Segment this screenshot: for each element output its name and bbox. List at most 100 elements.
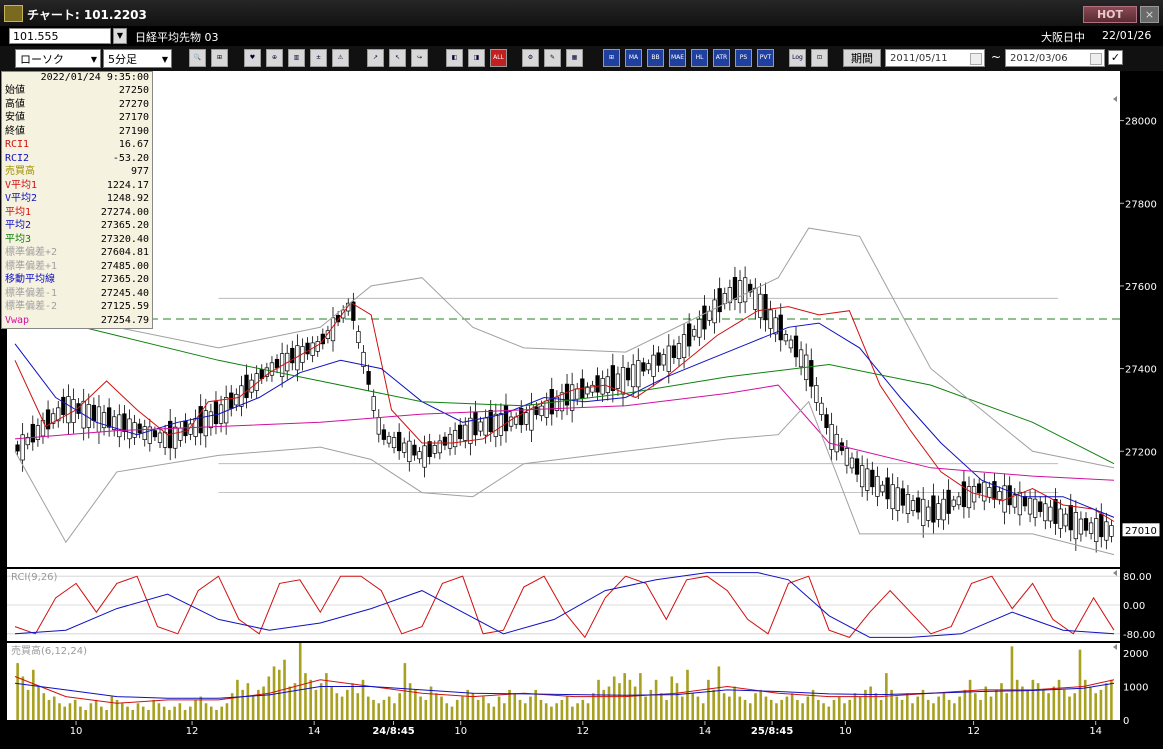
toolbar-button[interactable]: ▦ <box>566 49 583 67</box>
toolbar-button[interactable]: ↖ <box>389 49 406 67</box>
candle-body <box>402 442 407 453</box>
volume-avg-V平均1 <box>14 676 1115 704</box>
toolbar-button[interactable]: Log <box>789 49 806 67</box>
volume-bar <box>434 693 438 720</box>
toolbar-button[interactable]: ⚠ <box>332 49 349 67</box>
info-row: V平均2 1248.92 <box>2 192 152 206</box>
volume-bar <box>220 706 224 720</box>
toolbar-button[interactable]: ALL <box>490 49 507 67</box>
candle-body <box>488 409 493 433</box>
toolbar-button[interactable]: ▥ <box>288 49 305 67</box>
candle-body <box>127 418 132 440</box>
candle-body <box>91 404 97 421</box>
volume-bar <box>251 696 255 720</box>
window-title: チャート: 101.2203 <box>27 8 147 22</box>
toolbar-button[interactable]: ↗ <box>367 49 384 67</box>
candle-body <box>814 385 819 403</box>
toolbar-button[interactable]: ± <box>310 49 327 67</box>
info-row: 標準偏差-1 27245.40 <box>2 287 152 301</box>
toolbar-button[interactable]: ⚙ <box>522 49 539 67</box>
toolbar-button[interactable]: BB <box>647 49 664 67</box>
close-button[interactable]: × <box>1140 6 1159 23</box>
toolbar-button[interactable]: HL <box>691 49 708 67</box>
info-value: 1224.17 <box>106 179 149 191</box>
volume-avg-V平均2 <box>14 682 1115 699</box>
toolbar-button[interactable]: PVT <box>757 49 774 67</box>
volume-bar <box>921 689 925 720</box>
volume-bar <box>754 693 757 720</box>
code-input[interactable]: 101.555 <box>9 28 111 44</box>
candle-body <box>844 448 850 466</box>
toolbar-button[interactable]: ◨ <box>468 49 485 67</box>
code-dropdown-button[interactable]: ▼ <box>113 28 127 44</box>
volume-bar <box>654 679 658 720</box>
chart-area[interactable]: 27200 27400 27600 27800 28000 27010 80.00 0.00 -… <box>0 71 1163 740</box>
toolbar-button[interactable]: MAE <box>669 49 686 67</box>
volume-bar <box>1078 649 1082 720</box>
volume-bar <box>618 683 621 720</box>
candle-body <box>768 309 773 329</box>
candle-body <box>117 414 122 438</box>
candle-body <box>244 374 249 399</box>
interval-select[interactable]: 5分足 ▼ <box>103 49 172 68</box>
toolbar-button[interactable]: ⊞ <box>211 49 228 67</box>
toolbar-button[interactable]: ◧ <box>446 49 463 67</box>
info-row: 安値 27170 <box>2 111 152 125</box>
volume-title: 売買高(6,12,24) <box>11 644 87 657</box>
volume-bar <box>63 706 67 720</box>
calendar-icon[interactable] <box>1090 53 1102 65</box>
candle-body <box>1104 521 1109 541</box>
toolbar-button[interactable]: MA <box>625 49 642 67</box>
toolbar-button[interactable]: 🔍 <box>189 49 206 67</box>
info-timestamp: 2022/01/24 9:35:00 <box>40 72 149 83</box>
toolbar-button[interactable]: ↪ <box>411 49 428 67</box>
volume-bar <box>58 703 61 720</box>
volume-bar <box>105 709 108 720</box>
rci-line-RCI2 <box>14 572 1115 638</box>
chart-type-select[interactable]: ローソク ▼ <box>15 49 101 68</box>
candle-body <box>96 406 102 433</box>
candle-body <box>229 392 234 409</box>
info-label: 終値 <box>5 125 25 137</box>
volume-bar <box>947 699 951 720</box>
volume-bar <box>550 706 553 720</box>
volume-bar <box>848 699 852 720</box>
date-from-field[interactable]: 2011/05/11 <box>885 49 985 67</box>
range-checkbox[interactable]: ✓ <box>1108 50 1123 65</box>
volume-bar <box>204 703 208 720</box>
info-label: 平均3 <box>5 233 32 245</box>
toolbar-button[interactable]: ♥ <box>244 49 261 67</box>
candle-body <box>865 468 870 491</box>
volume-bar <box>1099 689 1103 720</box>
toolbar-button[interactable]: ⊕ <box>266 49 283 67</box>
calendar-icon[interactable] <box>970 53 982 65</box>
volume-bar <box>152 699 155 720</box>
candle-body <box>931 495 936 523</box>
hot-button[interactable]: HOT <box>1083 6 1137 23</box>
candle-body <box>483 417 488 436</box>
candle-body <box>264 367 270 377</box>
info-row: 平均3 27320.40 <box>2 233 152 247</box>
volume-bar <box>748 703 752 720</box>
candle-body <box>692 329 697 337</box>
date-to-field[interactable]: 2012/03/06 <box>1005 49 1105 67</box>
volume-bar <box>215 709 218 720</box>
toolbar-button[interactable]: PS <box>735 49 752 67</box>
candle-body <box>320 333 325 345</box>
candle-body <box>793 335 799 358</box>
volume-bar <box>665 699 668 720</box>
toolbar-button[interactable]: ⊞ <box>603 49 620 67</box>
period-button[interactable]: 期間 <box>843 49 881 67</box>
volume-bar <box>628 679 632 720</box>
candle-body <box>1068 505 1073 531</box>
volume-bar <box>131 709 135 720</box>
volume-bar <box>780 699 783 720</box>
volume-bar <box>555 703 558 720</box>
candle-body <box>1012 494 1017 508</box>
volume-bar <box>136 703 140 720</box>
volume-bar <box>633 686 637 720</box>
toolbar-button[interactable]: ⊡ <box>811 49 828 67</box>
toolbar-button[interactable]: ATR <box>713 49 730 67</box>
volume-bar <box>806 696 810 720</box>
toolbar-button[interactable]: ✎ <box>544 49 561 67</box>
